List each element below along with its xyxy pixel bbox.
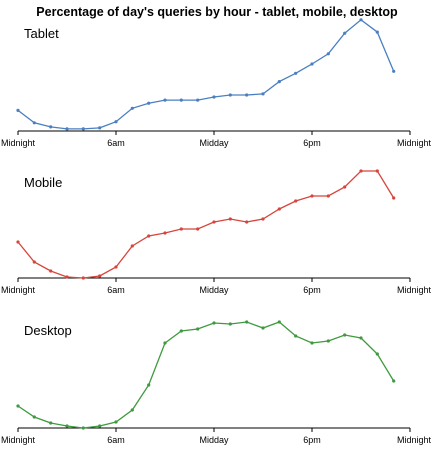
mobile-data-point — [49, 269, 53, 273]
desktop-data-point — [163, 341, 167, 345]
tablet-data-point — [343, 31, 347, 35]
desktop-data-point — [147, 383, 151, 387]
tablet-data-point — [359, 18, 363, 22]
tablet-data-point — [326, 52, 330, 56]
mobile-data-point — [32, 260, 36, 264]
mobile-data-point — [196, 227, 200, 231]
tablet-data-point — [32, 121, 36, 125]
desktop-tick-label: 6pm — [303, 435, 321, 445]
desktop-data-point — [277, 320, 281, 324]
chart-title: Percentage of day's queries by hour - ta… — [36, 5, 398, 19]
tablet-tick-label: 6am — [107, 138, 125, 148]
desktop-tick-label: 6am — [107, 435, 125, 445]
desktop-data-point — [32, 415, 36, 419]
tablet-panel-label: Tablet — [24, 26, 59, 41]
mobile-data-point — [310, 194, 314, 198]
mobile-tick-label: 6pm — [303, 285, 321, 295]
tablet-data-point — [392, 69, 396, 73]
tablet-data-point — [147, 101, 151, 105]
mobile-data-point — [245, 220, 249, 224]
desktop-series-line — [17, 321, 395, 429]
tablet-tick-label: Midday — [199, 138, 229, 148]
desktop-tick-label: Midnight — [397, 435, 432, 445]
desktop-tick-label: Midnight — [1, 435, 36, 445]
tablet-data-point — [81, 127, 85, 131]
desktop-data-point — [375, 352, 379, 356]
mobile-data-point — [343, 185, 347, 189]
desktop-data-point — [359, 336, 363, 340]
mobile-panel: Mobile Midnight 6am Midday 6pm Midnight — [1, 169, 431, 295]
tablet-panel: Tablet Midnight 6am Midday 6pm Midnight — [1, 18, 431, 148]
tablet-data-point — [294, 71, 298, 75]
desktop-data-point — [212, 321, 216, 325]
mobile-data-point — [163, 231, 167, 235]
mobile-data-point — [261, 217, 265, 221]
mobile-data-point — [228, 217, 232, 221]
mobile-data-point — [98, 274, 102, 278]
tablet-data-point — [163, 98, 167, 102]
mobile-data-point — [326, 194, 330, 198]
mobile-tick-label: Midnight — [1, 285, 36, 295]
desktop-data-point — [16, 404, 20, 408]
mobile-data-point — [359, 169, 363, 173]
mobile-data-point — [212, 220, 216, 224]
tablet-tick-label: 6pm — [303, 138, 321, 148]
tablet-tick-label: Midnight — [397, 138, 432, 148]
tablet-data-point — [49, 125, 53, 129]
mobile-tick-label: 6am — [107, 285, 125, 295]
tablet-data-point — [228, 93, 232, 97]
tablet-data-point — [375, 30, 379, 34]
desktop-panel: Desktop Midnight 6am Midday 6pm Midnight — [1, 320, 431, 445]
desktop-data-point — [49, 421, 53, 425]
desktop-data-point — [114, 420, 118, 424]
tablet-data-point — [196, 98, 200, 102]
mobile-data-point — [375, 169, 379, 173]
desktop-data-point — [130, 408, 134, 412]
tablet-series-line — [17, 18, 395, 130]
tablet-data-point — [130, 106, 134, 110]
desktop-data-point — [81, 426, 85, 430]
tablet-data-point — [245, 93, 249, 97]
desktop-panel-label: Desktop — [24, 323, 72, 338]
tablet-tick-label: Midnight — [1, 138, 36, 148]
mobile-data-point — [81, 276, 85, 280]
desktop-data-point — [196, 327, 200, 331]
mobile-tick-label: Midnight — [397, 285, 432, 295]
desktop-data-point — [310, 341, 314, 345]
desktop-tick-label: Midday — [199, 435, 229, 445]
desktop-data-point — [261, 326, 265, 330]
mobile-series-line — [17, 170, 395, 279]
desktop-data-point — [179, 329, 183, 333]
mobile-data-point — [130, 244, 134, 248]
mobile-data-point — [16, 240, 20, 244]
tablet-data-point — [179, 98, 183, 102]
tablet-data-point — [212, 95, 216, 99]
desktop-data-point — [294, 334, 298, 338]
desktop-data-point — [326, 339, 330, 343]
desktop-data-point — [392, 379, 396, 383]
tablet-data-point — [65, 127, 69, 131]
mobile-data-point — [179, 227, 183, 231]
mobile-panel-label: Mobile — [24, 175, 62, 190]
tablet-data-point — [98, 126, 102, 130]
mobile-data-point — [277, 207, 281, 211]
mobile-data-point — [65, 275, 69, 279]
tablet-data-point — [261, 92, 265, 96]
desktop-data-point — [228, 322, 232, 326]
desktop-data-point — [343, 333, 347, 337]
mobile-data-point — [392, 196, 396, 200]
mobile-tick-label: Midday — [199, 285, 229, 295]
mobile-data-point — [147, 234, 151, 238]
tablet-data-point — [310, 62, 314, 66]
mobile-data-point — [114, 265, 118, 269]
desktop-data-point — [98, 424, 102, 428]
tablet-data-point — [16, 108, 20, 112]
desktop-data-point — [65, 424, 69, 428]
desktop-data-point — [245, 320, 249, 324]
tablet-data-point — [277, 80, 281, 84]
tablet-data-point — [114, 120, 118, 124]
mobile-data-point — [294, 199, 298, 203]
